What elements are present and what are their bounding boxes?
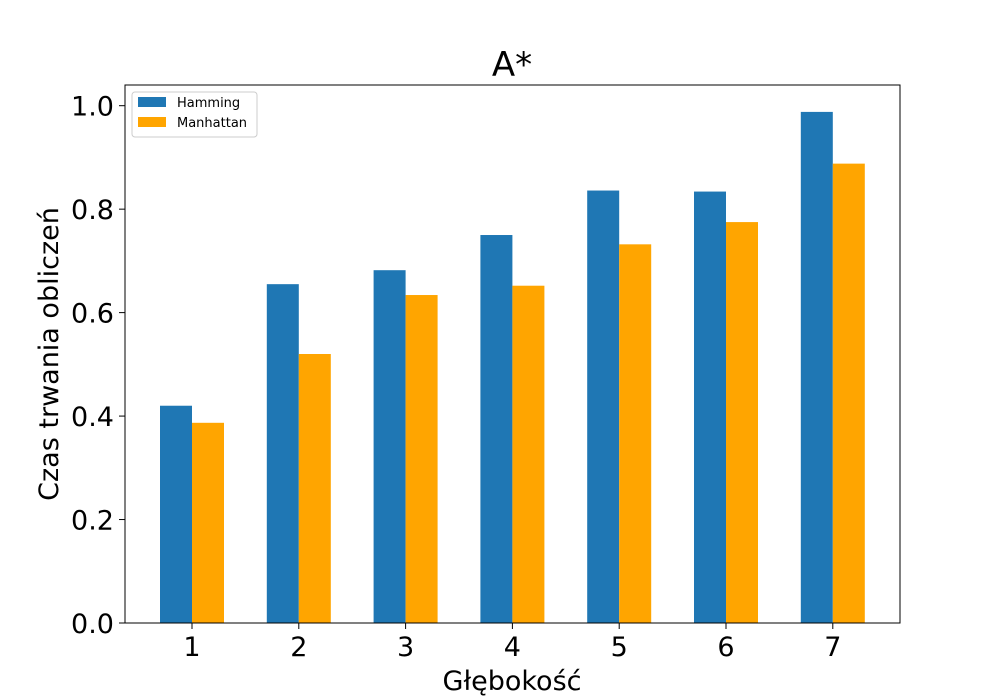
bar-manhattan-6 bbox=[726, 222, 758, 623]
bar-manhattan-2 bbox=[298, 354, 331, 623]
legend-swatch-manhattan bbox=[138, 117, 166, 127]
x-tick-label: 3 bbox=[397, 632, 414, 663]
legend-label-manhattan: Manhattan bbox=[177, 116, 247, 131]
bar-hamming-7 bbox=[800, 111, 833, 624]
bar-manhattan-1 bbox=[192, 422, 224, 623]
legend: Hamming Manhattan bbox=[131, 91, 258, 138]
y-axis-ticks: 0.0 0.2 0.4 0.6 0.8 1.0 bbox=[71, 92, 125, 640]
bars-group bbox=[160, 111, 865, 624]
bar-hamming-4 bbox=[480, 235, 513, 623]
x-tick-label: 4 bbox=[504, 632, 521, 663]
x-axis-ticks: 1 2 3 4 5 6 7 bbox=[183, 623, 841, 663]
bar-manhattan-3 bbox=[405, 295, 438, 623]
plot-area-frame bbox=[124, 84, 901, 624]
legend-label-hamming: Hamming bbox=[177, 96, 240, 111]
x-tick-label: 6 bbox=[717, 632, 734, 663]
bar-hamming-6 bbox=[694, 191, 726, 624]
y-tick-label: 1.0 bbox=[71, 92, 114, 123]
x-tick-label: 2 bbox=[290, 632, 307, 663]
y-tick-label: 0.8 bbox=[71, 195, 114, 226]
y-axis-label: Czas trwania obliczeń bbox=[34, 207, 65, 501]
x-tick-label: 5 bbox=[611, 632, 628, 663]
bar-manhattan-5 bbox=[619, 244, 652, 624]
bar-manhattan-4 bbox=[512, 285, 545, 623]
y-tick-label: 0.4 bbox=[71, 402, 114, 433]
y-tick-label: 0.0 bbox=[71, 609, 114, 640]
y-tick-label: 0.2 bbox=[71, 506, 114, 537]
x-axis-label: Głębokość bbox=[443, 666, 582, 697]
chart-title: A* bbox=[492, 45, 532, 85]
x-tick-label: 7 bbox=[824, 632, 841, 663]
bar-hamming-1 bbox=[160, 405, 192, 623]
bar-hamming-2 bbox=[266, 284, 299, 623]
bar-manhattan-7 bbox=[832, 163, 865, 623]
x-tick-label: 1 bbox=[183, 632, 200, 663]
y-tick-label: 0.6 bbox=[71, 299, 114, 330]
bar-hamming-3 bbox=[373, 270, 406, 623]
legend-swatch-hamming bbox=[138, 97, 166, 107]
bar-hamming-5 bbox=[587, 190, 620, 623]
